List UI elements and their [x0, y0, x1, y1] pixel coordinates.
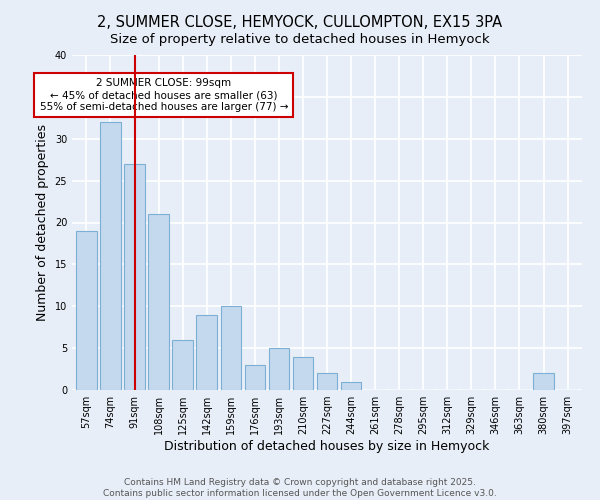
Bar — [221, 306, 241, 390]
Y-axis label: Number of detached properties: Number of detached properties — [36, 124, 49, 321]
Bar — [341, 382, 361, 390]
X-axis label: Distribution of detached houses by size in Hemyock: Distribution of detached houses by size … — [164, 440, 490, 453]
Bar — [196, 314, 217, 390]
Bar — [269, 348, 289, 390]
Bar — [317, 373, 337, 390]
Text: 2 SUMMER CLOSE: 99sqm
← 45% of detached houses are smaller (63)
55% of semi-deta: 2 SUMMER CLOSE: 99sqm ← 45% of detached … — [40, 78, 288, 112]
Bar — [124, 164, 145, 390]
Bar — [533, 373, 554, 390]
Bar — [293, 356, 313, 390]
Text: Contains HM Land Registry data © Crown copyright and database right 2025.
Contai: Contains HM Land Registry data © Crown c… — [103, 478, 497, 498]
Bar — [76, 231, 97, 390]
Bar — [100, 122, 121, 390]
Text: 2, SUMMER CLOSE, HEMYOCK, CULLOMPTON, EX15 3PA: 2, SUMMER CLOSE, HEMYOCK, CULLOMPTON, EX… — [97, 15, 503, 30]
Bar — [172, 340, 193, 390]
Text: Size of property relative to detached houses in Hemyock: Size of property relative to detached ho… — [110, 32, 490, 46]
Bar — [148, 214, 169, 390]
Bar — [245, 365, 265, 390]
